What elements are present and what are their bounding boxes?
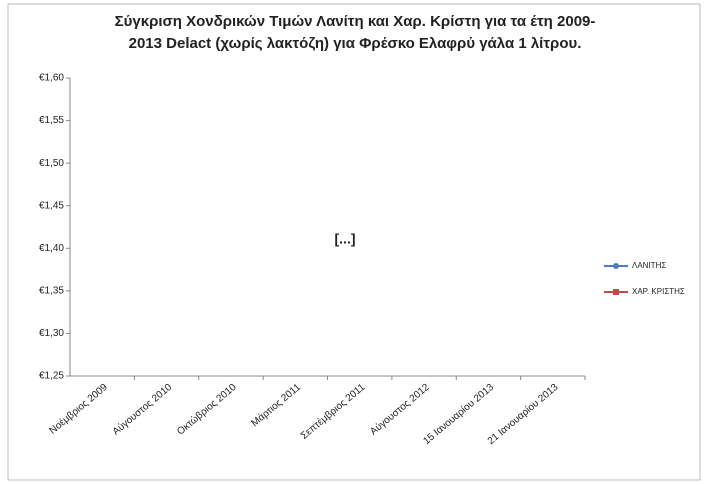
- y-tick-label: €1,25: [39, 371, 64, 382]
- legend-marker: [613, 263, 619, 269]
- chart-title: Σύγκριση Χονδρικών Τιμών Λανίτη και Χαρ.…: [115, 13, 596, 30]
- legend-marker: [613, 289, 619, 295]
- chart-title: 2013 Delact (χωρίς λακτόζη) για Φρέσκο Ε…: [129, 35, 582, 52]
- y-tick-label: €1,30: [39, 328, 64, 339]
- legend-label: ΧΑΡ. ΚΡΙΣΤΗΣ: [632, 287, 685, 296]
- y-tick-label: €1,40: [39, 243, 64, 254]
- y-tick-label: €1,50: [39, 158, 64, 169]
- legend-label: ΛΑΝΙΤΗΣ: [632, 261, 666, 270]
- y-tick-label: €1,55: [39, 115, 64, 126]
- y-tick-label: €1,60: [39, 73, 64, 84]
- annotation: [...]: [335, 231, 356, 247]
- y-tick-label: €1,45: [39, 200, 64, 211]
- chart-border: [7, 3, 701, 481]
- y-tick-label: €1,35: [39, 285, 64, 296]
